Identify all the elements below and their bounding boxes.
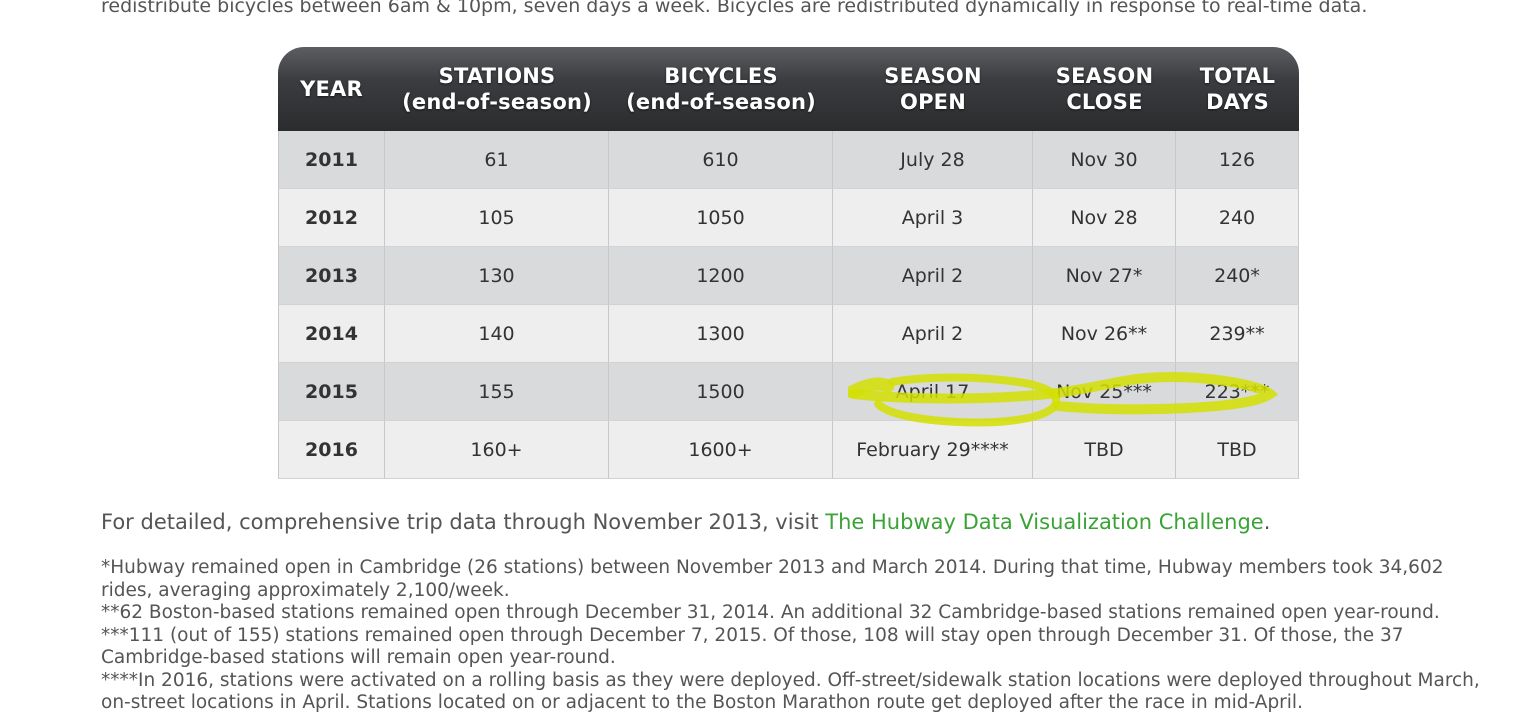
cell-season-close: Nov 30: [1033, 131, 1176, 189]
cell-year: 2013: [278, 247, 385, 305]
cell-stations: 140: [385, 305, 609, 363]
cell-stations: 130: [385, 247, 609, 305]
footnote-2: **62 Boston-based stations remained open…: [101, 602, 1440, 623]
hubway-challenge-link[interactable]: The Hubway Data Visualization Challenge: [825, 510, 1264, 534]
cell-total-days: 239**: [1176, 305, 1299, 363]
cell-season-close: Nov 28: [1033, 189, 1176, 247]
cell-year: 2015: [278, 363, 385, 421]
season-stats-table: YEAR STATIONS (end-of-season) BICYCLES (en…: [278, 47, 1299, 479]
cell-season-open: April 3: [833, 189, 1033, 247]
cell-year: 2016: [278, 421, 385, 479]
cell-bicycles: 1200: [609, 247, 833, 305]
cell-season-open: April 2: [833, 247, 1033, 305]
cell-bicycles: 1500: [609, 363, 833, 421]
table-row: 2016 160+ 1600+ February 29**** TBD TBD: [278, 421, 1299, 479]
cell-stations: 105: [385, 189, 609, 247]
trip-data-period: .: [1263, 510, 1271, 534]
cell-bicycles: 1600+: [609, 421, 833, 479]
cell-total-days: 223***: [1176, 363, 1299, 421]
cell-stations: 61: [385, 131, 609, 189]
cell-bicycles: 610: [609, 131, 833, 189]
trip-data-text: For detailed, comprehensive trip data th…: [101, 510, 826, 534]
table-row: 2013 130 1200 April 2 Nov 27* 240*: [278, 247, 1299, 305]
cell-total-days: 240: [1176, 189, 1299, 247]
header-season-open: SEASON OPEN: [833, 47, 1033, 131]
cell-season-close: Nov 25***: [1033, 363, 1176, 421]
cell-stations: 160+: [385, 421, 609, 479]
cell-season-close: TBD: [1033, 421, 1176, 479]
cell-stations: 155: [385, 363, 609, 421]
cell-year: 2011: [278, 131, 385, 189]
footnote-3: ***111 (out of 155) stations remained op…: [101, 624, 1404, 669]
cell-year: 2014: [278, 305, 385, 363]
footnote-1: *Hubway remained open in Cambridge (26 s…: [101, 557, 1444, 601]
header-stations: STATIONS (end-of-season): [385, 47, 609, 131]
table-row: 2012 105 1050 April 3 Nov 28 240: [278, 189, 1299, 247]
season-table-wrapper: YEAR STATIONS (end-of-season) BICYCLES (en…: [278, 47, 1299, 479]
trip-data-paragraph: For detailed, comprehensive trip data th…: [101, 508, 1270, 536]
table-header-row: YEAR STATIONS (end-of-season) BICYCLES (en…: [278, 47, 1299, 131]
header-year: YEAR: [278, 47, 385, 131]
cell-season-close: Nov 26**: [1033, 305, 1176, 363]
footnotes: *Hubway remained open in Cambridge (26 s…: [101, 557, 1491, 715]
cell-season-open: April 17: [833, 363, 1033, 421]
footnote-4: ****In 2016, stations were activated on …: [101, 669, 1480, 714]
cell-bicycles: 1050: [609, 189, 833, 247]
cell-season-open: July 28: [833, 131, 1033, 189]
table-row: 2014 140 1300 April 2 Nov 26** 239**: [278, 305, 1299, 363]
cell-total-days: 126: [1176, 131, 1299, 189]
cell-season-open: February 29****: [833, 421, 1033, 479]
cell-total-days: 240*: [1176, 247, 1299, 305]
cell-season-close: Nov 27*: [1033, 247, 1176, 305]
header-bicycles: BICYCLES (end-of-season): [609, 47, 833, 131]
table-row: 2011 61 610 July 28 Nov 30 126: [278, 131, 1299, 189]
header-total-days: TOTAL DAYS: [1176, 47, 1299, 131]
intro-paragraph: redistribute bicycles between 6am & 10pm…: [101, 0, 1368, 17]
table-row: 2015 155 1500 April 17 Nov 25*** 223***: [278, 363, 1299, 421]
header-season-close: SEASON CLOSE: [1033, 47, 1176, 131]
cell-bicycles: 1300: [609, 305, 833, 363]
cell-total-days: TBD: [1176, 421, 1299, 479]
cell-year: 2012: [278, 189, 385, 247]
cell-season-open: April 2: [833, 305, 1033, 363]
